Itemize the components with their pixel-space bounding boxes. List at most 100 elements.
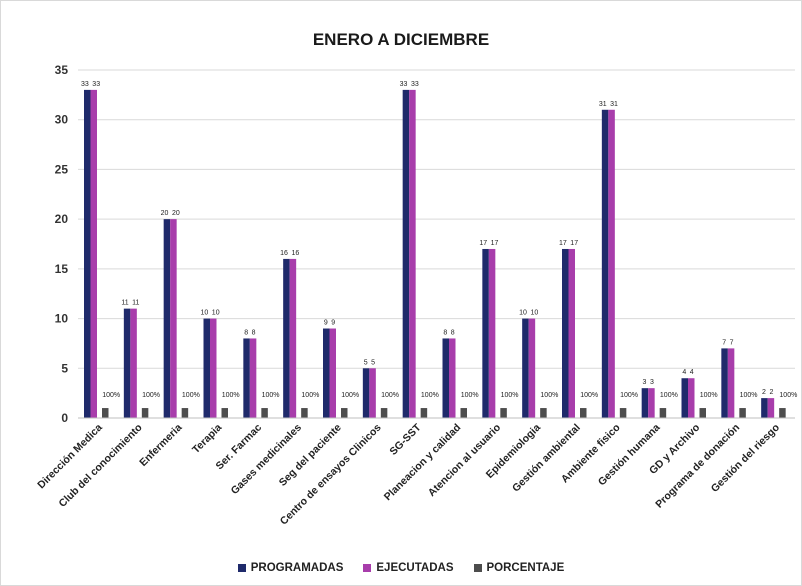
bar-ejecutadas	[767, 398, 775, 418]
pct-label: 100%	[142, 392, 160, 399]
bar-porcentaje	[141, 408, 149, 418]
bar-programadas	[522, 318, 529, 418]
bar-porcentaje	[699, 408, 706, 418]
bar-ejecutadas	[369, 368, 376, 418]
pct-label: 100%	[700, 392, 718, 399]
bar-porcentaje	[619, 408, 627, 418]
bar-programadas	[442, 338, 449, 418]
bar-programadas	[84, 89, 91, 418]
data-label: 10	[201, 310, 209, 317]
category-label: Planeacion y calidad	[382, 422, 464, 504]
legend-item-porcentaje: PORCENTAJE	[473, 562, 564, 574]
bar-porcentaje	[420, 408, 428, 418]
bar-programadas	[402, 89, 410, 418]
data-label: 8	[252, 329, 256, 336]
bar-programadas	[641, 388, 649, 418]
category-label: Dirección Medica	[35, 422, 105, 492]
bar-porcentaje	[380, 408, 388, 418]
bar-ejecutadas	[449, 338, 456, 418]
bar-ejecutadas	[688, 378, 695, 418]
data-label: 31	[599, 101, 607, 108]
data-label: 11	[132, 300, 139, 307]
legend-item-ejecutadas: EJECUTADAS	[363, 562, 454, 574]
data-label: 10	[530, 310, 538, 317]
category-label: Gestión del riesgo	[709, 422, 782, 495]
bar-porcentaje	[261, 408, 268, 418]
chart-title: ENERO A DICIEMBRE	[312, 30, 490, 49]
data-label: 9	[324, 320, 328, 327]
pct-label: 100%	[222, 392, 240, 399]
bar-programadas	[283, 258, 290, 418]
bar-ejecutadas	[90, 89, 97, 418]
pct-label: 100%	[381, 392, 399, 399]
bar-programadas	[601, 109, 609, 419]
category-label: SG-SST	[387, 421, 424, 458]
data-label: 16	[280, 250, 288, 257]
pct-label: 100%	[461, 392, 479, 399]
bar-porcentaje	[540, 408, 547, 418]
pct-label: 100%	[660, 392, 678, 399]
legend-swatch	[237, 564, 246, 572]
y-tick-label: 10	[55, 312, 69, 326]
pct-label: 100%	[262, 392, 280, 399]
bar-porcentaje	[301, 408, 308, 418]
bar-ejecutadas	[289, 258, 297, 418]
bar-ejecutadas	[409, 89, 416, 418]
pct-label: 100%	[182, 392, 200, 399]
category-label: Club del conocimiento	[57, 422, 145, 510]
bar-porcentaje	[181, 408, 189, 418]
data-label: 4	[682, 369, 686, 376]
y-tick-label: 30	[55, 113, 69, 127]
pct-label: 100%	[102, 392, 120, 399]
data-label: 33	[81, 81, 89, 88]
bar-porcentaje	[739, 408, 746, 418]
data-label: 17	[570, 240, 578, 247]
data-label: 2	[769, 389, 773, 396]
data-label: 33	[400, 81, 408, 88]
category-label: Terapia	[190, 422, 224, 456]
pct-label: 100%	[301, 392, 319, 399]
bar-porcentaje	[460, 408, 467, 418]
bar-programadas	[163, 219, 171, 418]
bar-porcentaje	[500, 408, 507, 418]
bar-porcentaje	[580, 408, 587, 418]
bar-ejecutadas	[528, 318, 536, 418]
data-label: 7	[730, 339, 734, 346]
bar-porcentaje	[341, 408, 348, 418]
category-label: Enfermeria	[137, 422, 184, 469]
bar-porcentaje	[659, 408, 667, 418]
bar-programadas	[243, 338, 250, 418]
data-label: 17	[479, 240, 487, 247]
y-tick-label: 15	[55, 262, 69, 276]
bar-programadas	[362, 368, 370, 418]
legend: PROGRAMADAS EJECUTADAS PORCENTAJE	[0, 562, 802, 574]
bar-porcentaje	[221, 408, 228, 418]
bar-ejecutadas	[488, 248, 496, 418]
legend-label: PROGRAMADAS	[250, 562, 344, 574]
data-label: 33	[92, 81, 100, 88]
data-label: 16	[291, 250, 299, 257]
y-tick-label: 25	[55, 162, 69, 176]
data-label: 8	[244, 329, 248, 336]
data-label: 10	[519, 310, 527, 317]
bar-ejecutadas	[648, 388, 655, 418]
pct-label: 100%	[501, 392, 519, 399]
bar-programadas	[482, 248, 489, 418]
bar-programadas	[681, 378, 688, 418]
y-tick-label: 20	[55, 212, 69, 226]
bar-ejecutadas	[727, 348, 735, 418]
data-label: 11	[121, 300, 128, 307]
pct-label: 100%	[620, 392, 638, 399]
pct-label: 100%	[540, 392, 558, 399]
bar-ejecutadas	[130, 308, 137, 418]
y-tick-label: 35	[55, 63, 69, 77]
bar-porcentaje	[779, 408, 786, 418]
pct-label: 100%	[341, 392, 359, 399]
data-label: 17	[491, 240, 499, 247]
data-label: 5	[364, 359, 368, 366]
data-label: 7	[722, 339, 726, 346]
data-label: 8	[451, 329, 455, 336]
y-tick-label: 0	[61, 411, 68, 425]
